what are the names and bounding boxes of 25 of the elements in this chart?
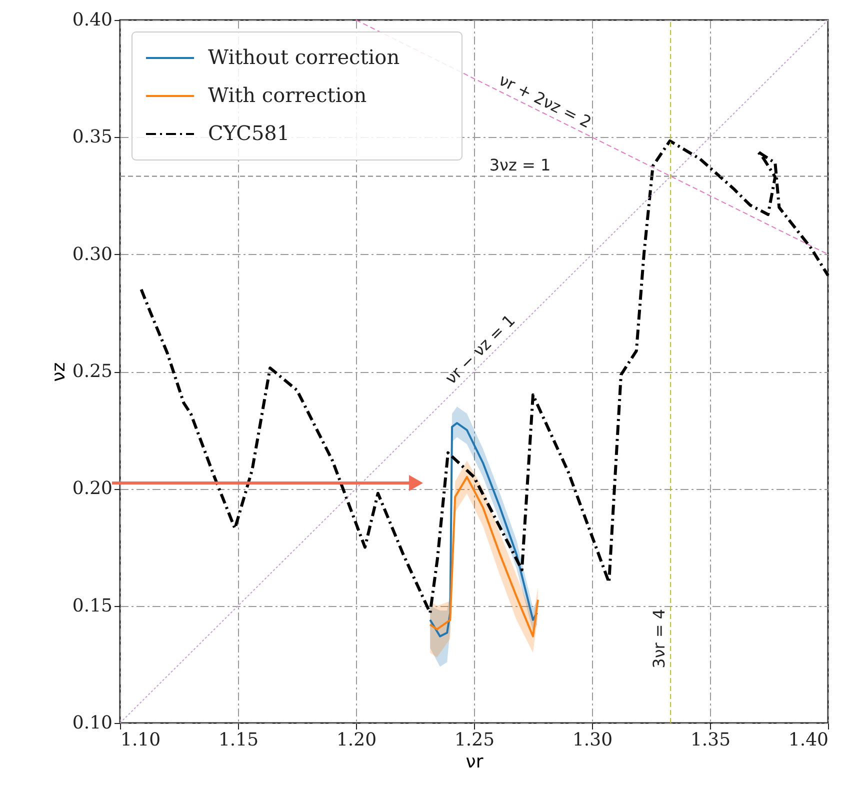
x-axis-title: νr [466, 752, 484, 772]
legend-label: With correction [208, 83, 367, 107]
y-axis-title: νz [48, 362, 70, 382]
y-tick-label: 0.15 [72, 595, 112, 616]
line-series [429, 476, 539, 638]
x-tick-label: 1.35 [690, 730, 731, 750]
line-series [429, 422, 538, 638]
text: νr − νz = 1 [441, 310, 519, 388]
legend-label: Without correction [208, 45, 400, 69]
x-tick-label: 1.25 [454, 730, 495, 750]
legend-label: CYC581 [208, 121, 290, 145]
y-tick-label: 0.30 [72, 244, 112, 265]
text: 3νr = 4 [650, 608, 669, 668]
y-tick-label: 0.35 [72, 126, 112, 148]
series-label: 3νz = 1 [489, 155, 551, 174]
text: νr + 2νz = 2 [496, 70, 594, 132]
x-tick-label: 1.15 [218, 730, 259, 750]
x-tick-label: 1.30 [572, 730, 613, 750]
x-tick-label: 1.40 [788, 730, 828, 750]
y-tick-label: 0.20 [72, 478, 112, 500]
y-tick-label: 0.10 [72, 712, 112, 734]
x-tick-label: 1.20 [336, 730, 377, 750]
y-tick-label: 0.40 [72, 10, 112, 30]
x-tick-label: 1.10 [120, 730, 161, 750]
y-tick-label: 0.25 [72, 361, 112, 382]
